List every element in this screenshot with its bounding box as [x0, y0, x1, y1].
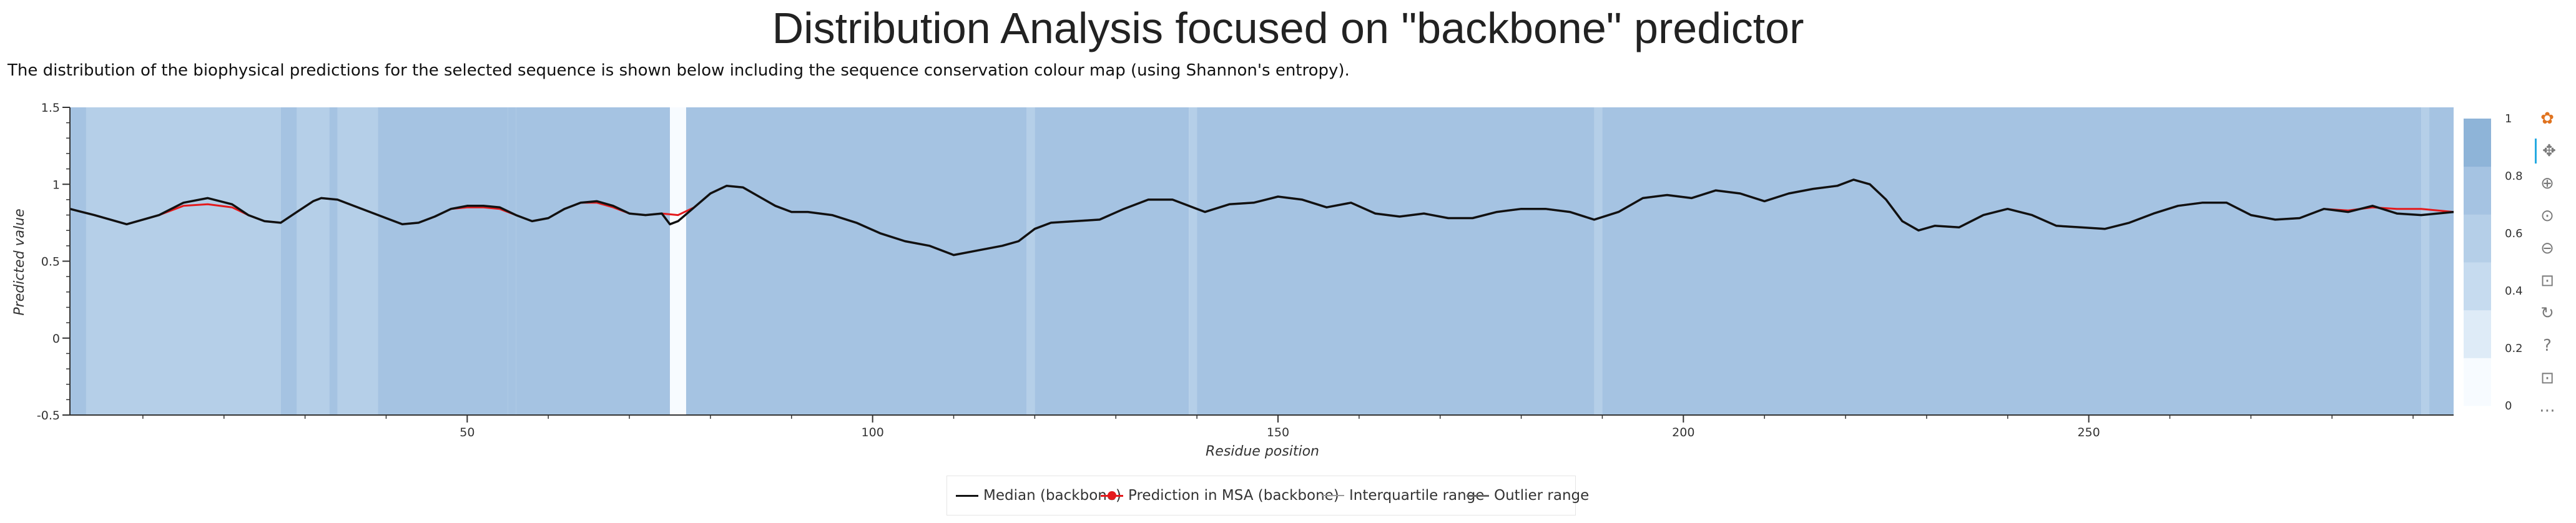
bokeh-logo-icon: ✿: [2540, 109, 2554, 128]
legend-glyph: [1467, 489, 1489, 502]
x-tick-label: 200: [1672, 426, 1694, 439]
y-tick-label: -0.5: [37, 409, 60, 423]
axes: -0.5 0 0.5 1 1.5 50 100 150 200 250: [37, 101, 2454, 439]
conservation-bands: [70, 107, 2454, 415]
distribution-chart[interactable]: -0.5 0 0.5 1 1.5 50 100 150 200 250 Predicted val…: [0, 94, 2576, 468]
legend-label: Prediction in MSA (backbone): [1128, 487, 1339, 504]
conservation-band: [508, 107, 516, 415]
x-tick-label: 100: [862, 426, 884, 439]
conservation-band: [669, 107, 686, 415]
pan-icon[interactable]: ✥: [2535, 139, 2562, 164]
reset-icon[interactable]: ↻: [2540, 304, 2554, 323]
median-line: [69, 178, 2454, 257]
x-tick-label: 150: [1267, 426, 1289, 439]
box-zoom-icon[interactable]: ⊕: [2540, 174, 2554, 193]
colorbar-swatch: [2464, 262, 2491, 311]
colorbar-tick-label: 0: [2505, 399, 2512, 413]
conservation-band: [1035, 107, 1189, 415]
legend-label: Outlier range: [1494, 487, 1590, 504]
conservation-band: [1189, 107, 1197, 415]
colorbar-tick-label: 0.6: [2505, 227, 2523, 240]
conservation-band: [516, 107, 670, 415]
conservation-band: [1602, 107, 2422, 415]
chart-legend: Median (backbone) Prediction in MSA (back…: [946, 476, 1589, 516]
conservation-band: [86, 107, 281, 415]
legend-label: Interquartile range: [1349, 487, 1485, 504]
y-tick-label: 1: [52, 178, 60, 192]
chart-description: The distribution of the biophysical pred…: [7, 61, 1350, 80]
conservation-band: [1197, 107, 1595, 415]
y-tick-label: 0: [52, 332, 60, 346]
y-axis-label: Predicted value: [12, 208, 27, 315]
x-tick-label: 50: [460, 426, 474, 439]
conservation-band: [1594, 107, 1603, 415]
conservation-band: [378, 107, 508, 415]
colorbar-swatch: [2464, 119, 2491, 167]
save-icon[interactable]: ⊡: [2540, 369, 2554, 388]
legend-item[interactable]: Prediction in MSA (backbone): [1101, 476, 1339, 515]
conservation-band: [280, 107, 297, 415]
x-tick-label: 250: [2077, 426, 2100, 439]
zoom-out-icon[interactable]: ⊖: [2540, 239, 2554, 258]
colorbar-tick-label: 0.4: [2505, 285, 2523, 298]
conservation-band: [337, 107, 378, 415]
more-icon[interactable]: ⋯: [2539, 401, 2555, 420]
colorbar-swatch: [2464, 310, 2491, 358]
colorbar-swatch: [2464, 358, 2491, 406]
conservation-band: [329, 107, 338, 415]
conservation-band: [2429, 107, 2454, 415]
legend-item[interactable]: Outlier range: [1467, 476, 1589, 515]
legend-label: Median (backbone): [983, 487, 1121, 504]
legend-item[interactable]: Interquartile range: [1322, 476, 1484, 515]
y-tick-label: 0.5: [41, 255, 60, 269]
series-lines: [69, 178, 2454, 257]
legend-glyph: [956, 489, 978, 502]
colorbar-swatch: [2464, 214, 2491, 263]
help-icon[interactable]: ?: [2543, 336, 2552, 355]
colorbar-tick-label: 1: [2505, 112, 2512, 125]
conservation-band: [686, 107, 1027, 415]
page-title: Distribution Analysis focused on "backbo…: [772, 4, 1804, 52]
colorbar-swatch: [2464, 166, 2491, 215]
colorbar-tick-label: 0.8: [2505, 170, 2523, 183]
colorbar-tick-label: 0.2: [2505, 342, 2523, 355]
legend-item[interactable]: Median (backbone): [956, 476, 1121, 515]
y-tick-label: 1.5: [41, 101, 60, 115]
legend-glyph: [1101, 489, 1123, 502]
x-axis-label: Residue position: [1206, 444, 1319, 459]
legend-glyph: [1322, 489, 1344, 502]
conservation-band: [297, 107, 330, 415]
conservation-band: [2421, 107, 2430, 415]
conservation-band: [70, 107, 86, 415]
wheel-zoom-icon[interactable]: ⊙: [2540, 207, 2554, 225]
save-icon[interactable]: ⊡: [2540, 271, 2554, 290]
conservation-band: [1026, 107, 1035, 415]
colorbar: 0 0.2 0.4 0.6 0.8 1: [2464, 112, 2523, 413]
